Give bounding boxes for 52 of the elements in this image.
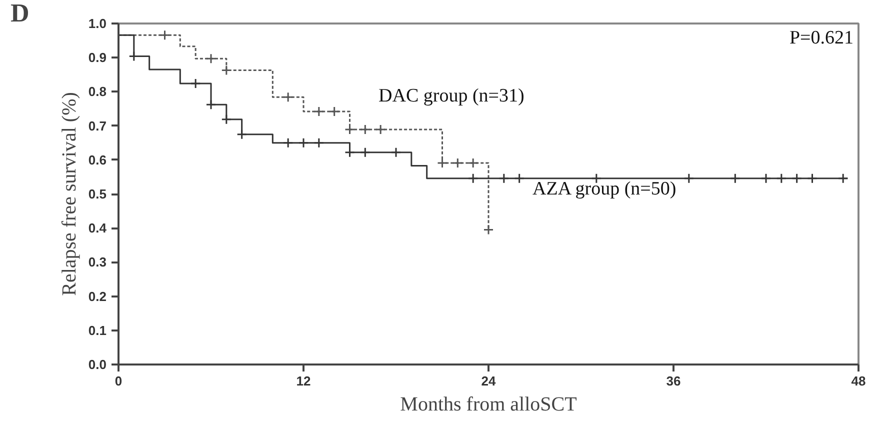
- point: [360, 147, 370, 158]
- point: [160, 30, 170, 40]
- point: [206, 53, 216, 64]
- point: [730, 173, 740, 184]
- chart-title: D: [10, 0, 30, 28]
- point: [468, 158, 478, 168]
- annotation: DAC group (n=31): [378, 86, 524, 106]
- point: [314, 106, 324, 117]
- x-tick-label: 36: [666, 374, 681, 388]
- point: [792, 173, 802, 184]
- point: [236, 129, 248, 140]
- x-axis-title: Months from alloSCT: [400, 394, 577, 416]
- point: [298, 138, 309, 148]
- point: [452, 158, 463, 168]
- y-tick-label: 0.5: [88, 186, 107, 202]
- point: [776, 173, 787, 184]
- y-tick-label: 0.4: [88, 220, 108, 236]
- y-tick-label: 0.8: [88, 84, 107, 100]
- annotation: P=0.621: [789, 28, 854, 48]
- x-tick-label: 0: [114, 374, 122, 388]
- y-tick-label: 0.2: [88, 288, 107, 304]
- point: [437, 158, 448, 168]
- y-tick-label: 0.1: [88, 322, 107, 338]
- y-tick-label: 0.3: [88, 254, 107, 270]
- y-tick-label: 0.6: [88, 152, 107, 168]
- point: [221, 114, 232, 125]
- point: [390, 147, 402, 158]
- point: [282, 92, 294, 102]
- annotation: AZA group (n=50): [532, 178, 676, 200]
- point: [468, 173, 478, 184]
- y-tick-label: 0.0: [88, 357, 107, 372]
- point: [684, 173, 694, 184]
- point: [514, 173, 525, 184]
- point: [760, 173, 772, 184]
- x-tick-label: 24: [481, 374, 496, 388]
- x-tick-label: 48: [851, 374, 866, 388]
- point: [206, 99, 216, 110]
- point: [498, 173, 510, 184]
- point: [375, 124, 386, 135]
- point: [807, 173, 818, 184]
- point: [360, 124, 370, 135]
- point: [314, 138, 324, 148]
- point: [483, 224, 494, 236]
- point: [282, 138, 294, 148]
- point: [591, 173, 602, 184]
- point: [329, 106, 340, 117]
- y-axis-title: Relapse free survival (%): [58, 92, 80, 296]
- y-tick-label: 0.9: [88, 50, 107, 66]
- point: [190, 78, 201, 89]
- x-tick-label: 12: [296, 374, 311, 388]
- y-tick-label: 1.0: [88, 16, 107, 31]
- y-tick-label: 0.7: [88, 118, 107, 134]
